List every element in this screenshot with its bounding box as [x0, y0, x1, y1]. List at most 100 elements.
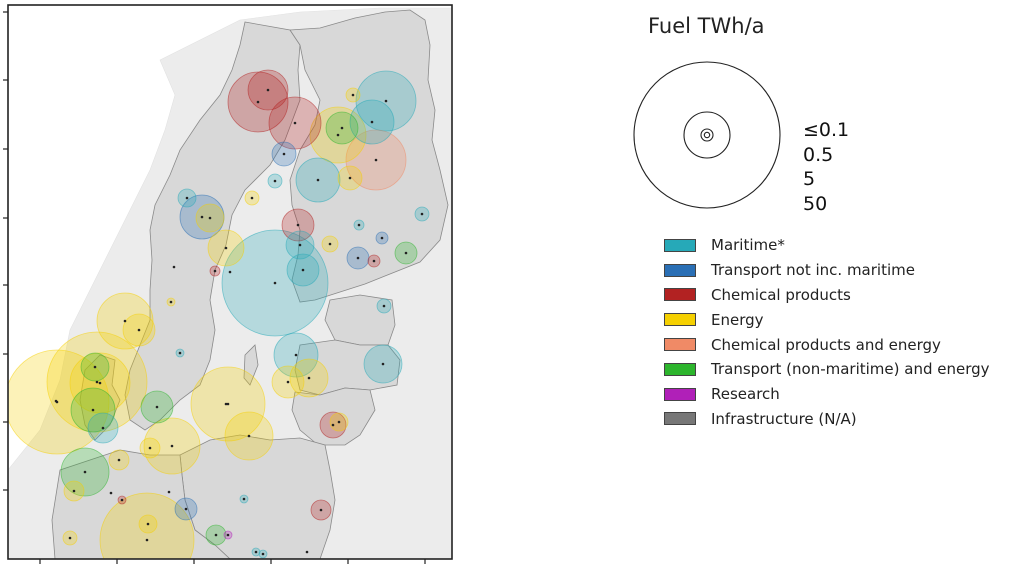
- site-dot: [294, 353, 298, 357]
- size-label-2: 5: [803, 168, 816, 190]
- site-dot: [98, 381, 102, 385]
- swatch-icon: [664, 313, 696, 327]
- site-dot: [286, 380, 290, 384]
- site-dot: [101, 426, 105, 430]
- legend-label: Research: [711, 385, 780, 404]
- size-legend-labels: ≤0.1 0.5 5 50: [803, 118, 849, 216]
- site-dot: [145, 538, 149, 542]
- size-label-0: ≤0.1: [803, 119, 850, 141]
- site-dot: [117, 458, 121, 462]
- swatch-icon: [664, 338, 696, 352]
- site-dot: [83, 470, 87, 474]
- category-legend: Maritime* Transport not inc. maritime Ch…: [664, 233, 990, 431]
- site-dot: [228, 270, 232, 274]
- site-dot: [328, 242, 332, 246]
- site-dot: [224, 402, 228, 406]
- site-dot: [337, 420, 341, 424]
- land-lithuania: [291, 387, 376, 446]
- site-dot: [384, 99, 388, 103]
- site-dot: [372, 259, 376, 263]
- site-dot: [307, 376, 311, 380]
- site-dot: [305, 550, 309, 554]
- site-dot: [348, 176, 352, 180]
- site-dot: [146, 522, 150, 526]
- site-dot: [261, 552, 265, 556]
- site-dot: [184, 507, 188, 511]
- size-circle: [683, 111, 731, 159]
- swatch-icon: [664, 412, 696, 426]
- site-dot: [374, 158, 378, 162]
- site-dot: [381, 362, 385, 366]
- site-dot: [247, 434, 251, 438]
- dot-layer: [54, 88, 424, 556]
- size-label-1: 0.5: [803, 143, 834, 166]
- site-dot: [226, 402, 230, 406]
- site-dot: [298, 243, 302, 247]
- site-dot: [148, 446, 152, 450]
- legend-label: Energy: [711, 310, 764, 329]
- site-dot: [170, 444, 174, 448]
- size-legend-circles: [633, 61, 781, 209]
- site-dot: [404, 251, 408, 255]
- legend-label: Transport (non-maritime) and energy: [711, 360, 990, 379]
- legend-item-transport-energy: Transport (non-maritime) and energy: [664, 357, 990, 382]
- site-dot: [382, 304, 386, 308]
- site-dot: [319, 508, 323, 512]
- site-dot: [266, 88, 270, 92]
- legend-item-research: Research: [664, 382, 990, 407]
- site-dot: [296, 223, 300, 227]
- site-dot: [137, 328, 141, 332]
- swatch-icon: [664, 263, 696, 277]
- site-dot: [316, 178, 320, 182]
- site-dot: [200, 215, 204, 219]
- legend-label: Infrastructure (N/A): [711, 409, 857, 428]
- legend-label: Transport not inc. maritime: [711, 261, 915, 280]
- site-dot: [109, 491, 113, 495]
- legend-item-chemical-energy: Chemical products and energy: [664, 332, 990, 357]
- site-dot: [214, 533, 218, 537]
- swatch-icon: [664, 387, 696, 401]
- land-gotland: [243, 344, 259, 386]
- site-dot: [254, 550, 258, 554]
- size-label-3: 50: [803, 192, 828, 215]
- site-dot: [169, 300, 173, 304]
- site-dot: [273, 281, 277, 285]
- site-dot: [54, 399, 58, 403]
- site-dot: [242, 497, 246, 501]
- site-dot: [178, 351, 182, 355]
- site-dot: [356, 256, 360, 260]
- legend-label: Chemical products and energy: [711, 335, 941, 354]
- site-dot: [273, 179, 277, 183]
- site-dot: [250, 196, 254, 200]
- legend-item-maritime: Maritime*: [664, 233, 990, 258]
- site-dot: [72, 489, 76, 493]
- fuel-bubble[interactable]: [99, 492, 195, 566]
- site-dot: [336, 133, 340, 137]
- axis-ticks: [3, 11, 426, 564]
- site-dot: [357, 223, 361, 227]
- site-dot: [331, 423, 335, 427]
- site-dot: [185, 196, 189, 200]
- site-dot: [351, 93, 355, 97]
- site-dot: [91, 408, 95, 412]
- site-dot: [370, 120, 374, 124]
- map-canvas[interactable]: [0, 0, 470, 566]
- legend-label: Chemical products: [711, 285, 851, 304]
- land-finland: [289, 9, 449, 303]
- site-dot: [208, 216, 212, 220]
- fuel-bubble[interactable]: [5, 349, 110, 455]
- legend-item-energy: Energy: [664, 307, 990, 332]
- site-dot: [167, 490, 171, 494]
- site-dot: [420, 212, 424, 216]
- legend-item-infrastructure: Infrastructure (N/A): [664, 407, 990, 432]
- site-dot: [226, 533, 230, 537]
- legend-label: Maritime*: [711, 236, 785, 255]
- site-dot: [68, 536, 72, 540]
- map-frame: [7, 4, 453, 560]
- site-dot: [95, 380, 99, 384]
- size-circle: [703, 131, 711, 139]
- site-dot: [224, 246, 228, 250]
- legend-item-transport: Transport not inc. maritime: [664, 258, 990, 283]
- site-dot: [301, 268, 305, 272]
- site-dot: [120, 498, 124, 502]
